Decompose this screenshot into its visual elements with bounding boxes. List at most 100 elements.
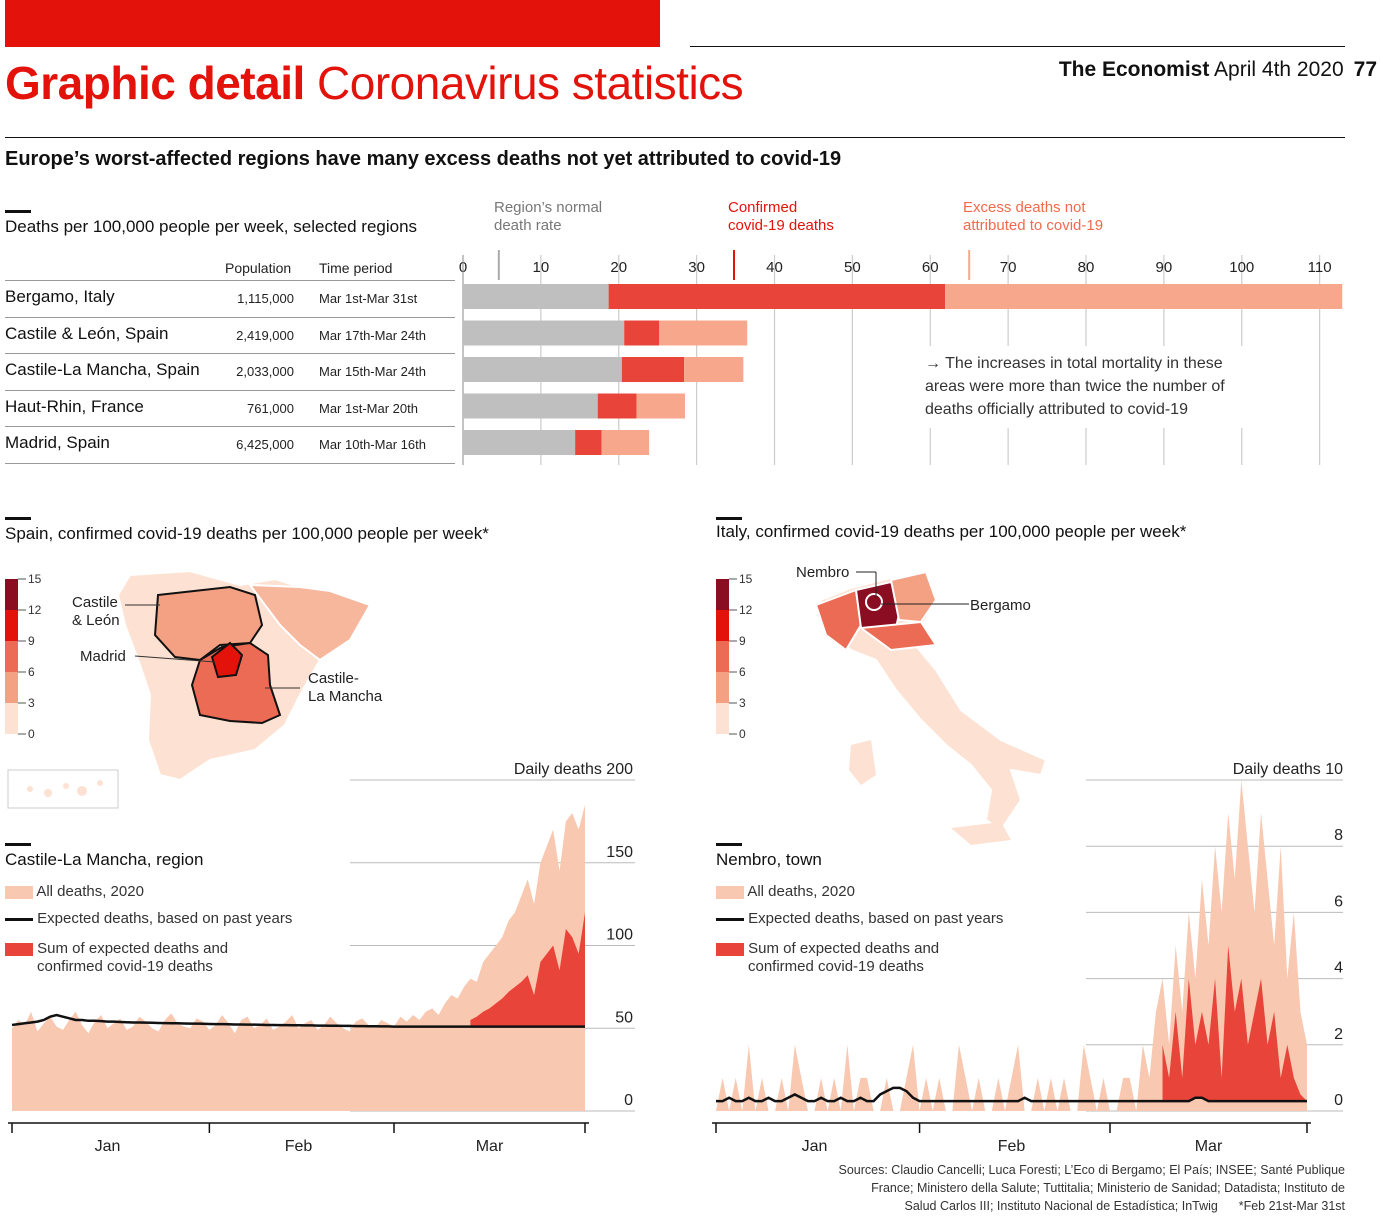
bar-normal [463, 357, 622, 382]
region-label: Madrid, Spain [5, 433, 110, 452]
scale-label: 12 [739, 603, 753, 617]
chart-marker [5, 517, 31, 520]
canary-islands-inset [7, 769, 119, 809]
map-label-bergamo: Bergamo [970, 597, 1031, 614]
bergamo-marker [865, 593, 883, 611]
sum-expected-confirmed-area [470, 912, 585, 1027]
header-rule [690, 46, 1345, 47]
bar-normal [463, 320, 625, 346]
sicily [951, 822, 1011, 845]
scale-label: 0 [28, 727, 35, 741]
scale-label: 6 [739, 665, 746, 679]
y-tick-label: 150 [606, 844, 633, 861]
all-deaths-area [12, 804, 585, 1111]
legend-swatch-all [716, 885, 744, 899]
x-tick-label: Mar [476, 1138, 504, 1155]
legend-swatch-sum [716, 942, 744, 956]
map-label-madrid: Madrid [80, 648, 126, 665]
map-label-la-mancha: Castile- [308, 670, 359, 687]
row-rule [5, 280, 455, 281]
population-value: 1,115,000 [237, 291, 294, 306]
italy-scale: 15 12 9 6 3 0 [716, 572, 753, 741]
scale-label: 3 [28, 696, 35, 710]
y-tick-label: 2 [1334, 1026, 1343, 1043]
legend-swatch-expected [716, 917, 744, 921]
x-tick-label: 20 [610, 259, 627, 276]
y-tick-label: 50 [615, 1009, 633, 1026]
bar-normal [463, 284, 609, 309]
row-rule [5, 426, 455, 427]
map-label-castile-leon: & León [72, 612, 120, 629]
annotation-background [920, 346, 1280, 428]
bar-excess [601, 430, 650, 455]
row-rule [5, 353, 455, 354]
population-value: 761,000 [247, 400, 294, 416]
scale-label: 3 [739, 696, 746, 710]
legend-normal: Region’s normal death rate [494, 199, 603, 234]
y-tick-label: 4 [1334, 960, 1343, 977]
spain-scale: 15 12 9 6 3 0 [5, 572, 42, 741]
legend-excess: Excess deaths not attributed to covid-19 [963, 199, 1104, 234]
y-tick-label: Daily deaths 10 [1233, 761, 1343, 778]
legend-swatch-sum [5, 942, 33, 956]
legend-confirmed: Confirmed covid-19 deaths [728, 199, 834, 234]
scale-label: 12 [28, 603, 42, 617]
chart-marker [716, 843, 742, 846]
x-tick-label: 50 [844, 259, 861, 276]
x-tick-label: Jan [802, 1138, 828, 1155]
bar-excess [945, 284, 1343, 309]
bar-confirmed [608, 284, 946, 309]
italy-emilia [858, 620, 938, 652]
bar-normal [463, 430, 576, 455]
nembro-legend: All deaths, 2020 Expected deaths, based … [716, 883, 1003, 976]
scale-label: 15 [739, 572, 753, 586]
bar-excess [684, 357, 744, 382]
period-value: Mar 1st-Mar 31st [319, 291, 418, 306]
population-value: 2,419,000 [236, 327, 294, 343]
region-label: Castile-La Mancha, Spain [5, 360, 200, 379]
col-header-period: Time period [319, 260, 393, 276]
bar-confirmed [621, 357, 685, 382]
chart-marker [716, 517, 742, 520]
spain-map: 15 12 9 6 3 0 Castile & León Madrid Cast… [5, 569, 383, 809]
spain-map-title: Spain, confirmed covid-19 deaths per 100… [5, 524, 489, 543]
row-rule [5, 389, 455, 391]
period-value: Mar 10th-Mar 16th [319, 437, 426, 452]
legend-swatch-expected [5, 917, 33, 921]
scale-label: 15 [28, 572, 42, 586]
region-label: Bergamo, Italy [5, 287, 115, 306]
spain-catalonia-aragon [247, 583, 372, 662]
italy-piedmont [814, 588, 863, 652]
scale-label: 9 [28, 634, 35, 648]
row-rule [5, 462, 455, 464]
y-tick-label: 6 [1334, 893, 1343, 910]
scale-label: 9 [739, 634, 746, 648]
bar-annotation: → The increases in total mortality in th… [925, 355, 1225, 418]
mancha-chart-title: Castile-La Mancha, region [5, 850, 204, 869]
headline-rule [5, 137, 1345, 138]
x-tick-label: 80 [1078, 259, 1095, 276]
x-tick-label: 100 [1229, 259, 1254, 276]
y-tick-label: 8 [1334, 827, 1343, 844]
mancha-legend: All deaths, 2020 Expected deaths, based … [5, 883, 292, 976]
map-label-nembro: Nembro [796, 564, 849, 581]
x-tick-label: 60 [922, 259, 939, 276]
bar-chart-title: Deaths per 100,000 people per week, sele… [5, 217, 418, 236]
bar-excess [636, 393, 685, 419]
population-value: 2,033,000 [236, 364, 294, 379]
y-tick-label: 100 [606, 927, 633, 944]
bar-confirmed [575, 430, 602, 455]
madrid-region [210, 641, 244, 679]
region-label: Haut-Rhin, France [5, 396, 144, 416]
bar-excess [659, 320, 748, 346]
sum-expected-confirmed-area [1162, 945, 1307, 1102]
expected-deaths-line [716, 1086, 1307, 1103]
period-value: Mar 15th-Mar 24th [319, 364, 426, 379]
x-tick-label: 10 [533, 259, 550, 276]
sardinia [849, 740, 876, 785]
x-tick-label: Jan [95, 1138, 121, 1155]
legend-swatch-all [5, 885, 33, 899]
y-tick-label: 0 [624, 1092, 633, 1109]
y-tick-label: 0 [1334, 1092, 1343, 1109]
bar-normal [463, 393, 598, 419]
